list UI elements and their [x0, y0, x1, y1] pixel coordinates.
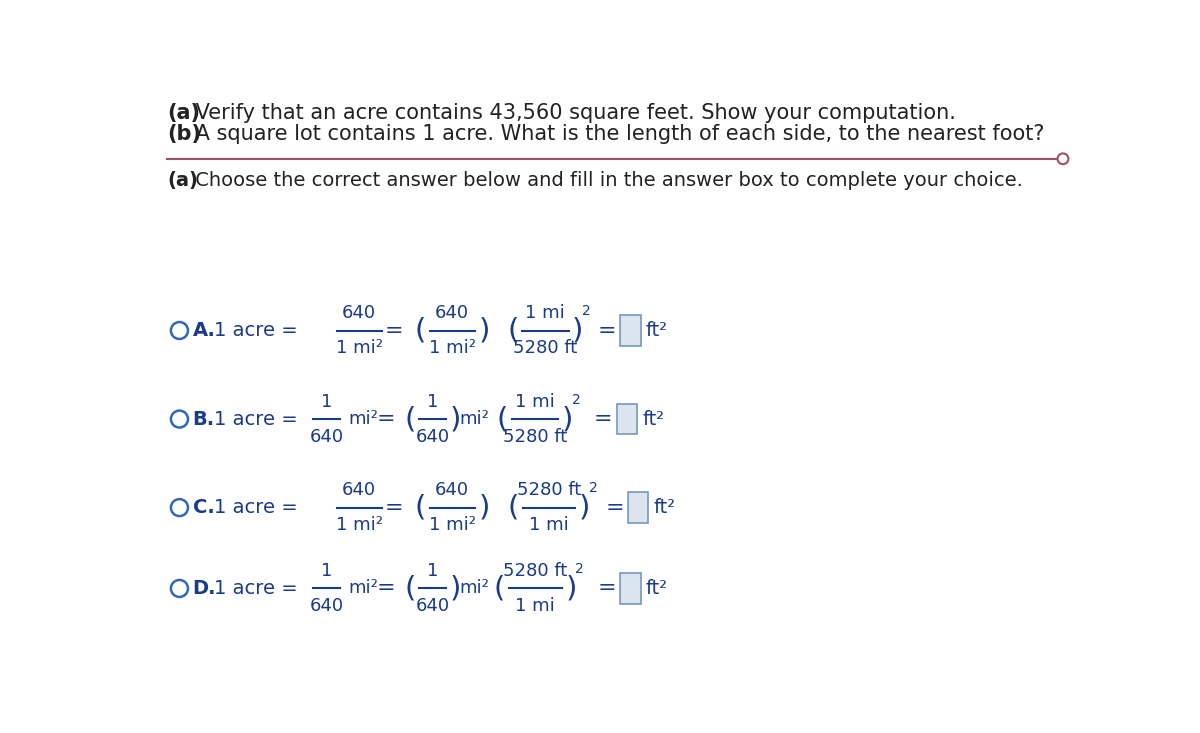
- Text: 2: 2: [575, 562, 583, 576]
- Text: Verify that an acre contains 43,560 square feet. Show your computation.: Verify that an acre contains 43,560 squa…: [188, 103, 955, 122]
- Text: 640: 640: [310, 597, 343, 615]
- Text: 640: 640: [416, 427, 450, 446]
- Text: 2: 2: [582, 304, 590, 318]
- Text: 5280 ft: 5280 ft: [514, 339, 577, 357]
- Text: (: (: [508, 317, 518, 345]
- Text: Choose the correct answer below and fill in the answer box to complete your choi: Choose the correct answer below and fill…: [188, 171, 1022, 190]
- FancyBboxPatch shape: [620, 315, 641, 346]
- Text: 1: 1: [322, 393, 332, 410]
- Text: 5280 ft: 5280 ft: [503, 427, 568, 446]
- Text: C.: C.: [193, 498, 215, 517]
- Text: (: (: [415, 317, 426, 345]
- Text: (a): (a): [167, 103, 200, 122]
- Text: D.: D.: [193, 579, 216, 598]
- Text: 1 mi²: 1 mi²: [428, 516, 475, 534]
- Text: B.: B.: [193, 410, 215, 429]
- Text: =: =: [385, 498, 403, 517]
- Text: ft²: ft²: [654, 498, 676, 517]
- Text: 1 acre =: 1 acre =: [215, 321, 298, 340]
- Text: ft²: ft²: [646, 321, 668, 340]
- Text: 5280 ft: 5280 ft: [517, 481, 581, 499]
- Text: 640: 640: [342, 304, 377, 322]
- Text: 1 acre =: 1 acre =: [215, 579, 298, 598]
- Text: A.: A.: [193, 321, 216, 340]
- Text: (: (: [404, 405, 415, 433]
- FancyBboxPatch shape: [617, 404, 637, 435]
- Text: 640: 640: [436, 304, 469, 322]
- Text: 2: 2: [589, 482, 598, 496]
- Text: ): ): [450, 575, 462, 603]
- Text: 2: 2: [571, 393, 581, 407]
- Text: mi²: mi²: [460, 580, 490, 597]
- FancyBboxPatch shape: [620, 573, 641, 604]
- Text: 1 mi²: 1 mi²: [336, 339, 383, 357]
- Text: 640: 640: [436, 481, 469, 499]
- Text: ): ): [479, 317, 490, 345]
- Text: 5280 ft: 5280 ft: [503, 562, 568, 580]
- Text: =: =: [385, 320, 403, 341]
- Text: (: (: [415, 493, 426, 522]
- Text: 1 mi²: 1 mi²: [428, 339, 475, 357]
- Text: ft²: ft²: [646, 579, 668, 598]
- Text: =: =: [594, 409, 613, 429]
- Text: 1 mi: 1 mi: [515, 597, 556, 615]
- Text: mi²: mi²: [348, 580, 378, 597]
- Text: 1 mi: 1 mi: [529, 516, 569, 534]
- Text: (: (: [404, 575, 415, 603]
- Text: ): ): [479, 493, 490, 522]
- Text: 1 acre =: 1 acre =: [215, 498, 298, 517]
- Text: 1: 1: [322, 562, 332, 580]
- Text: ): ): [580, 493, 590, 522]
- Text: mi²: mi²: [460, 410, 490, 428]
- Text: ): ): [572, 317, 583, 345]
- Text: 1 mi: 1 mi: [526, 304, 565, 322]
- Text: (: (: [494, 575, 505, 603]
- Text: =: =: [377, 409, 396, 429]
- Text: =: =: [598, 320, 617, 341]
- Text: 1: 1: [427, 393, 438, 410]
- Text: 640: 640: [310, 427, 343, 446]
- Text: (b): (b): [167, 124, 202, 144]
- Text: ): ): [450, 405, 462, 433]
- Text: =: =: [598, 578, 617, 598]
- Text: (: (: [497, 405, 509, 433]
- Text: ): ): [562, 405, 574, 433]
- Text: 640: 640: [342, 481, 377, 499]
- Text: (: (: [508, 493, 520, 522]
- Text: ft²: ft²: [642, 410, 665, 429]
- Text: 1 mi: 1 mi: [515, 393, 556, 410]
- Text: =: =: [606, 498, 624, 517]
- Text: (a): (a): [167, 171, 198, 190]
- Text: =: =: [377, 578, 396, 598]
- Text: mi²: mi²: [348, 410, 378, 428]
- Text: 1 mi²: 1 mi²: [336, 516, 383, 534]
- Text: 640: 640: [416, 597, 450, 615]
- Text: 1 acre =: 1 acre =: [215, 410, 298, 429]
- FancyBboxPatch shape: [628, 493, 648, 523]
- Text: A square lot contains 1 acre. What is the length of each side, to the nearest fo: A square lot contains 1 acre. What is th…: [188, 124, 1044, 144]
- Text: ): ): [565, 575, 576, 603]
- Text: 1: 1: [427, 562, 438, 580]
